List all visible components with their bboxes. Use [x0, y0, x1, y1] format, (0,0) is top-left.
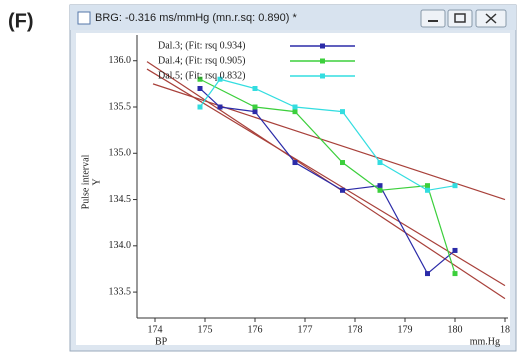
x-axis-unit: mm.Hg — [470, 336, 500, 347]
x-tick-label: 174 — [148, 324, 163, 335]
series-line — [199, 78, 456, 191]
panel-label: (F) — [8, 10, 34, 32]
point — [217, 104, 223, 110]
point — [452, 271, 458, 277]
y-axis-unit: Y — [91, 178, 102, 185]
x-tick-label: 176 — [248, 324, 263, 335]
x-axis-label: BP — [155, 336, 168, 347]
y-tick-label: 134.5 — [109, 194, 132, 205]
window-title: BRG: -0.316 ms/mmHg (mn.r.sq: 0.890) * — [95, 12, 297, 24]
legend-marker — [320, 58, 325, 64]
point — [377, 183, 383, 189]
point — [217, 76, 223, 82]
point — [252, 109, 258, 115]
point — [377, 187, 383, 193]
point — [452, 183, 458, 189]
x-tick-label: 180 — [448, 324, 463, 335]
legend-label: Dal.3; (Fit: rsq 0.934) — [158, 40, 246, 51]
y-tick-label: 133.5 — [109, 286, 132, 297]
legend-label: Dal.4; (Fit: rsq 0.905) — [158, 55, 246, 66]
y-tick-label: 136.0 — [109, 55, 132, 66]
x-tick-label: 178 — [348, 324, 363, 335]
point — [340, 109, 345, 115]
minimize-button[interactable] — [420, 9, 446, 28]
point — [292, 160, 298, 166]
fit-line — [146, 68, 506, 287]
point — [252, 85, 258, 91]
window-icon — [77, 11, 91, 25]
x-tick-label: 179 — [398, 324, 413, 335]
point — [340, 160, 345, 166]
x-tick-label: 177 — [298, 324, 313, 335]
maximize-button[interactable] — [447, 9, 473, 28]
legend-label: Dal.5; (Fit: rsq 0.832) — [158, 70, 246, 81]
point — [197, 76, 203, 82]
point — [425, 271, 430, 277]
point — [197, 85, 203, 91]
point — [292, 109, 298, 115]
point — [452, 247, 458, 253]
point — [377, 160, 383, 166]
point — [425, 187, 430, 193]
close-icon — [485, 13, 497, 24]
plot-background — [76, 33, 510, 345]
y-tick-label: 134.0 — [109, 240, 132, 251]
y-tick-label: 135.5 — [109, 101, 132, 112]
series-line — [199, 88, 456, 275]
maximize-icon — [454, 13, 466, 23]
x-tick-label: 18 — [500, 324, 510, 335]
y-tick-label: 135.0 — [109, 148, 132, 159]
legend-marker — [320, 73, 325, 79]
point — [252, 104, 258, 110]
y-axis-label: Pulse interval — [80, 154, 91, 209]
point — [425, 183, 430, 189]
fit-line — [152, 83, 506, 201]
point — [292, 104, 298, 110]
point — [340, 187, 345, 193]
legend-marker — [320, 43, 325, 49]
point — [197, 104, 203, 110]
x-tick-label: 175 — [198, 324, 213, 335]
